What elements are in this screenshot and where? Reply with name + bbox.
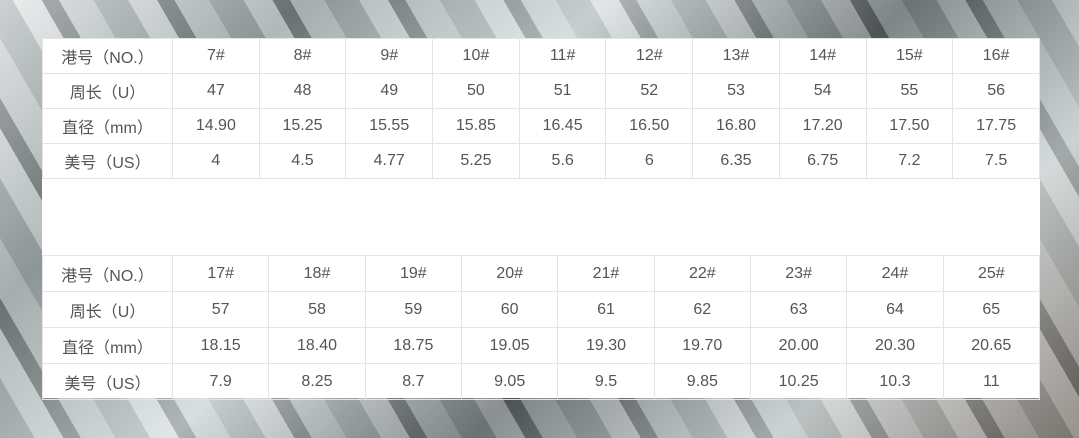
row-us-size: 美号（US） 4 4.5 4.77 5.25 5.6 6 6.35 6.75 7.2 7.5 xyxy=(42,143,1040,179)
cell-us: 7.5 xyxy=(952,143,1040,179)
cell-no: 17# xyxy=(171,255,270,292)
cell-diameter: 16.80 xyxy=(692,108,780,144)
cell-circumference: 61 xyxy=(557,291,655,328)
row-label: 美号（US） xyxy=(42,363,173,400)
cell-no: 8# xyxy=(258,38,347,74)
cell-no: 13# xyxy=(692,38,780,74)
cell-circumference: 62 xyxy=(653,291,751,328)
cell-no: 25# xyxy=(942,255,1041,292)
cell-diameter: 18.40 xyxy=(268,327,366,364)
cell-no: 14# xyxy=(778,38,867,74)
cell-diameter: 20.65 xyxy=(942,327,1041,364)
cell-diameter: 18.15 xyxy=(171,327,270,364)
cell-diameter: 17.20 xyxy=(778,108,867,144)
cell-diameter: 15.85 xyxy=(432,108,520,144)
cell-circumference: 53 xyxy=(692,73,780,109)
cell-diameter: 15.25 xyxy=(258,108,347,144)
row-label: 美号（US） xyxy=(42,143,173,179)
cell-no: 22# xyxy=(653,255,751,292)
cell-diameter: 16.50 xyxy=(605,108,694,144)
cell-circumference: 59 xyxy=(364,291,462,328)
row-hk-size: 港号（NO.） 7# 8# 9# 10# 11# 12# 13# 14# 15# 16# xyxy=(42,38,1040,74)
cell-no: 18# xyxy=(268,255,366,292)
cell-us: 4.5 xyxy=(258,143,347,179)
cell-us: 10.3 xyxy=(846,363,944,400)
cell-us: 5.6 xyxy=(518,143,607,179)
cell-no: 16# xyxy=(952,38,1040,74)
cell-us: 6 xyxy=(605,143,694,179)
cell-diameter: 17.75 xyxy=(952,108,1040,144)
cell-diameter: 19.05 xyxy=(460,327,559,364)
cell-diameter: 18.75 xyxy=(364,327,462,364)
cell-us: 8.7 xyxy=(364,363,462,400)
cell-circumference: 48 xyxy=(258,73,347,109)
cell-us: 6.75 xyxy=(778,143,867,179)
row-diameter: 直径（mm） 14.90 15.25 15.55 15.85 16.45 16.50 16.8… xyxy=(42,108,1040,144)
cell-circumference: 55 xyxy=(865,73,954,109)
row-circumference: 周长（U） 57 58 59 60 61 62 63 64 65 xyxy=(42,291,1041,328)
cell-no: 12# xyxy=(605,38,694,74)
cell-no: 15# xyxy=(865,38,954,74)
cell-no: 10# xyxy=(432,38,520,74)
cell-us: 9.05 xyxy=(460,363,559,400)
cell-no: 7# xyxy=(172,38,260,74)
cell-circumference: 54 xyxy=(778,73,867,109)
size-table-17-25: 港号（NO.） 17# 18# 19# 20# 21# 22# 23# 24# 25# 周长（U） 5… xyxy=(42,255,1041,400)
cell-us: 9.85 xyxy=(653,363,751,400)
cell-us: 5.25 xyxy=(432,143,520,179)
cell-no: 9# xyxy=(345,38,434,74)
cell-diameter: 19.30 xyxy=(557,327,655,364)
row-label: 港号（NO.） xyxy=(42,255,173,292)
cell-no: 23# xyxy=(749,255,848,292)
row-hk-size: 港号（NO.） 17# 18# 19# 20# 21# 22# 23# 24# 25# xyxy=(42,255,1041,292)
cell-no: 19# xyxy=(364,255,462,292)
cell-us: 8.25 xyxy=(268,363,366,400)
cell-us: 4 xyxy=(172,143,260,179)
row-us-size: 美号（US） 7.9 8.25 8.7 9.05 9.5 9.85 10.25 10.3 11 xyxy=(42,363,1041,400)
cell-diameter: 20.30 xyxy=(846,327,944,364)
row-label: 港号（NO.） xyxy=(42,38,173,74)
cell-diameter: 14.90 xyxy=(172,108,260,144)
cell-diameter: 16.45 xyxy=(518,108,607,144)
cell-circumference: 65 xyxy=(942,291,1041,328)
cell-us: 6.35 xyxy=(692,143,780,179)
ring-size-panel: 港号（NO.） 7# 8# 9# 10# 11# 12# 13# 14# 15# 16# 周长（U） 4… xyxy=(42,38,1041,400)
cell-us: 10.25 xyxy=(749,363,848,400)
cell-no: 21# xyxy=(557,255,655,292)
cell-circumference: 49 xyxy=(345,73,434,109)
row-label: 周长（U） xyxy=(42,291,173,328)
cell-circumference: 60 xyxy=(460,291,559,328)
cell-us: 9.5 xyxy=(557,363,655,400)
cell-circumference: 47 xyxy=(172,73,260,109)
cell-us: 11 xyxy=(942,363,1041,400)
row-label: 直径（mm） xyxy=(42,108,173,144)
cell-diameter: 19.70 xyxy=(653,327,751,364)
cell-circumference: 58 xyxy=(268,291,366,328)
cell-us: 4.77 xyxy=(345,143,434,179)
size-table-7-16: 港号（NO.） 7# 8# 9# 10# 11# 12# 13# 14# 15# 16# 周长（U） 4… xyxy=(42,38,1040,179)
row-diameter: 直径（mm） 18.15 18.40 18.75 19.05 19.30 19.70 20.0… xyxy=(42,327,1041,364)
cell-diameter: 20.00 xyxy=(749,327,848,364)
row-circumference: 周长（U） 47 48 49 50 51 52 53 54 55 56 xyxy=(42,73,1040,109)
cell-circumference: 56 xyxy=(952,73,1040,109)
cell-circumference: 63 xyxy=(749,291,848,328)
row-label: 周长（U） xyxy=(42,73,173,109)
cell-diameter: 15.55 xyxy=(345,108,434,144)
cell-circumference: 50 xyxy=(432,73,520,109)
cell-us: 7.2 xyxy=(865,143,954,179)
cell-us: 7.9 xyxy=(171,363,270,400)
cell-circumference: 51 xyxy=(518,73,607,109)
cell-circumference: 52 xyxy=(605,73,694,109)
cell-diameter: 17.50 xyxy=(865,108,954,144)
row-label: 直径（mm） xyxy=(42,327,173,364)
cell-no: 24# xyxy=(846,255,944,292)
cell-no: 11# xyxy=(518,38,607,74)
cell-circumference: 57 xyxy=(171,291,270,328)
cell-no: 20# xyxy=(460,255,559,292)
cell-circumference: 64 xyxy=(846,291,944,328)
